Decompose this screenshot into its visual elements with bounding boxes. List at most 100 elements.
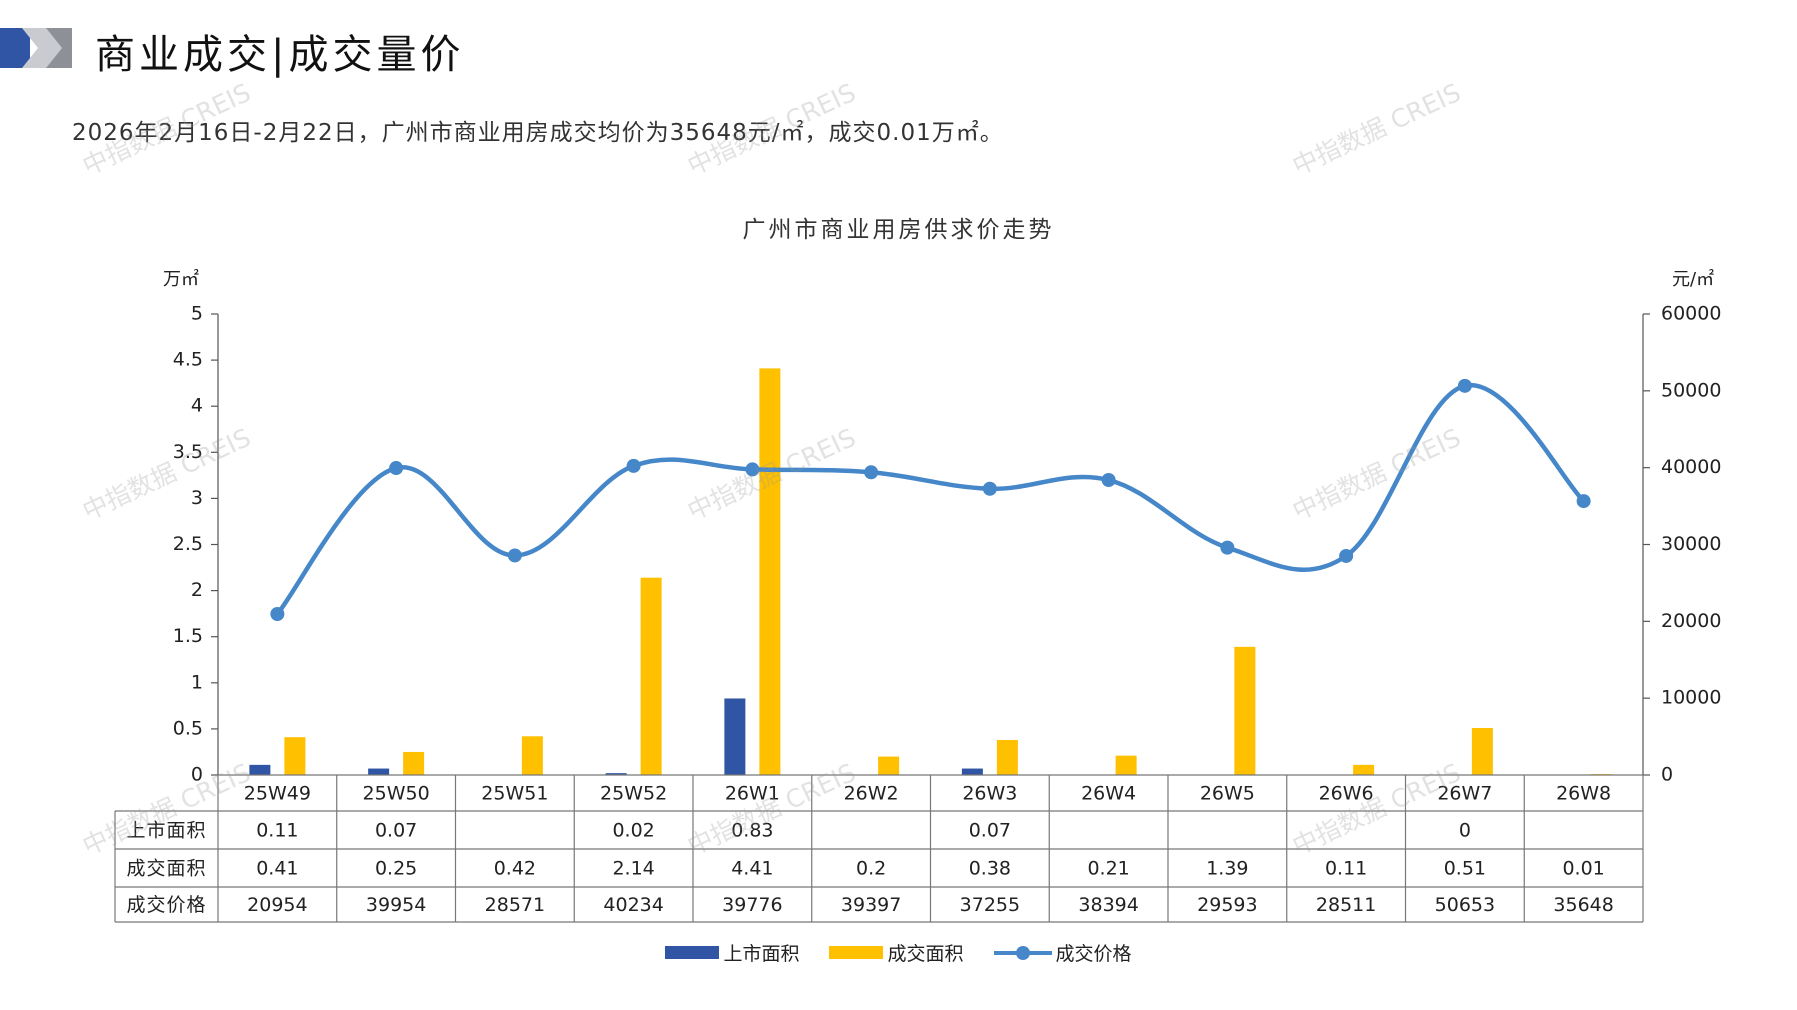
- right-axis-unit: 元/㎡: [1672, 269, 1715, 290]
- table-cell-value: 0.11: [256, 820, 298, 842]
- traded-area-bar: [759, 368, 781, 775]
- table-cell-value: 38394: [1078, 894, 1138, 916]
- category-label: 26W6: [1319, 783, 1374, 805]
- table-cell-value: 28511: [1316, 894, 1376, 916]
- price-point: [1220, 540, 1235, 555]
- price-line: [275, 383, 1586, 616]
- traded-area-bar: [1471, 727, 1493, 775]
- price-point: [270, 607, 285, 622]
- left-axis-tick-label: 3: [191, 487, 203, 509]
- table-cell-value: 1.39: [1206, 858, 1248, 880]
- right-axis-tick-label: 10000: [1661, 687, 1721, 709]
- price-point: [1576, 494, 1591, 509]
- table-cell-value: 39397: [841, 894, 901, 916]
- table-row-label: 成交面积: [126, 858, 206, 880]
- legend-item-listed: 上市面积: [665, 939, 799, 966]
- table-cell-value: 35648: [1553, 894, 1613, 916]
- category-label: 25W49: [244, 783, 311, 805]
- traded-area-bar: [1234, 646, 1256, 775]
- right-axis-tick-label: 40000: [1661, 456, 1721, 478]
- table-cell-value: 0.38: [969, 858, 1011, 880]
- category-label: 26W4: [1081, 783, 1136, 805]
- chart-legend: 上市面积 成交面积 成交价格: [0, 939, 1797, 966]
- traded-area-bar: [284, 737, 306, 775]
- table-cell-value: 0.51: [1444, 858, 1486, 880]
- category-label: 26W2: [844, 783, 899, 805]
- table-cell-value: 28571: [485, 894, 545, 916]
- table-cell-value: 0: [1459, 820, 1471, 842]
- table-cell-value: 0.2: [856, 858, 886, 880]
- left-axis-tick-label: 3.5: [173, 441, 203, 463]
- price-point: [626, 458, 641, 473]
- traded-area-bar: [521, 736, 543, 775]
- listed-area-bar: [368, 768, 390, 775]
- traded-area-bar: [878, 756, 900, 775]
- legend-label-traded: 成交面积: [887, 943, 964, 965]
- table-cell-value: 20954: [247, 894, 307, 916]
- right-axis-tick-label: 50000: [1661, 379, 1721, 401]
- price-point: [1339, 548, 1354, 563]
- legend-swatch-listed: [665, 946, 720, 959]
- legend-item-price: 成交价格: [993, 939, 1132, 966]
- left-axis-tick-label: 2: [191, 579, 203, 601]
- table-cell-value: 0.07: [375, 820, 417, 842]
- category-label: 26W7: [1437, 783, 1492, 805]
- legend-label-listed: 上市面积: [723, 943, 800, 965]
- listed-area-bar: [724, 698, 746, 775]
- table-cell-value: 0.42: [494, 858, 536, 880]
- price-point: [389, 461, 404, 476]
- table-cell-value: 0.41: [256, 858, 298, 880]
- price-point: [745, 462, 760, 477]
- table-cell-value: 39954: [366, 894, 426, 916]
- left-axis-tick-label: 1: [191, 671, 203, 693]
- listed-area-bar: [605, 773, 627, 775]
- legend-swatch-traded: [829, 946, 884, 959]
- table-cell-value: 0.02: [612, 820, 654, 842]
- table-cell-value: 0.83: [731, 820, 773, 842]
- summary-text: 2026年2月16日-2月22日，广州市商业用房成交均价为35648元/㎡，成交…: [72, 120, 1004, 146]
- table-cell-value: 0.07: [969, 820, 1011, 842]
- left-axis-tick-label: 5: [191, 303, 203, 325]
- traded-area-bar: [996, 739, 1018, 775]
- table-cell-value: 39776: [722, 894, 782, 916]
- price-point: [982, 481, 997, 496]
- category-label: 26W8: [1556, 783, 1611, 805]
- right-axis-tick-label: 20000: [1661, 610, 1721, 632]
- left-axis-tick-label: 0.5: [173, 717, 203, 739]
- traded-area-bar: [640, 577, 662, 775]
- left-axis-tick-label: 1.5: [173, 625, 203, 647]
- right-axis-tick-label: 0: [1661, 764, 1673, 786]
- legend-swatch-price: [993, 945, 1052, 960]
- price-point: [1101, 473, 1116, 488]
- left-axis-tick-label: 4.5: [173, 349, 203, 371]
- left-axis-tick-label: 2.5: [173, 533, 203, 555]
- right-axis-tick-label: 60000: [1661, 303, 1721, 325]
- table-cell-value: 2.14: [612, 858, 654, 880]
- table-cell-value: 0.01: [1562, 858, 1604, 880]
- table-cell-value: 4.41: [731, 858, 773, 880]
- price-point: [1457, 378, 1472, 393]
- table-cell-value: 40234: [603, 894, 663, 916]
- price-point: [507, 548, 522, 563]
- table-cell-value: 0.11: [1325, 858, 1367, 880]
- category-label: 25W52: [600, 783, 667, 805]
- legend-item-traded: 成交面积: [829, 939, 964, 966]
- table-row-label: 成交价格: [126, 894, 206, 916]
- category-label: 26W1: [725, 783, 780, 805]
- table-cell-value: 50653: [1435, 894, 1495, 916]
- right-axis-tick-label: 30000: [1661, 533, 1721, 555]
- listed-area-bar: [249, 764, 271, 775]
- table-cell-value: 0.25: [375, 858, 417, 880]
- left-axis-unit: 万㎡: [163, 269, 199, 290]
- listed-area-bar: [961, 768, 983, 775]
- price-point: [864, 465, 879, 480]
- traded-area-bar: [403, 751, 425, 775]
- chart-title: 广州市商业用房供求价走势: [742, 217, 1055, 243]
- category-label: 25W51: [481, 783, 548, 805]
- category-label: 25W50: [363, 783, 430, 805]
- table-row-label: 上市面积: [126, 820, 206, 842]
- traded-area-bar: [1115, 755, 1137, 775]
- page-title: 商业成交|成交量价: [95, 32, 465, 78]
- brand-logo-icon: [0, 28, 72, 68]
